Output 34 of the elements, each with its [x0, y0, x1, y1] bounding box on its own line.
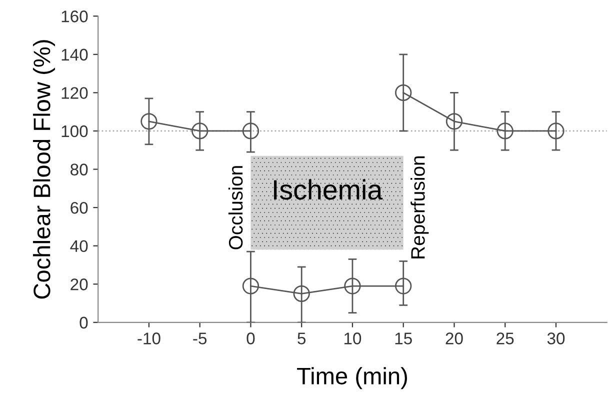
y-tick-label: 20 [70, 278, 88, 290]
band-label: Ischemia [274, 179, 383, 200]
point [548, 122, 564, 140]
x-tick-label: 15 [395, 332, 412, 344]
x-axis-title: Time (min) [297, 367, 407, 390]
x-tick-label: -5 [193, 332, 207, 344]
y-tick-label: 40 [70, 240, 88, 252]
x-tick-label: 0 [246, 332, 255, 344]
x-tick-label: -10 [138, 332, 160, 344]
point [242, 122, 260, 140]
x-tick-label: 25 [496, 332, 514, 344]
point [192, 122, 208, 140]
point [344, 278, 361, 294]
y-axis-title: Cochlear Blood Flow (%) [32, 40, 55, 299]
x-tick-label: 10 [344, 332, 362, 344]
annotation: Reperfusion [410, 156, 429, 258]
y-tick-label: 60 [70, 202, 88, 214]
point [293, 285, 310, 302]
y-tick-label: 160 [62, 10, 88, 22]
y-tick-label: 120 [62, 87, 88, 99]
point [395, 84, 412, 102]
point [140, 113, 158, 130]
y-tick-label: 100 [62, 125, 88, 138]
point [395, 278, 412, 294]
point [242, 278, 260, 294]
x-tick-label: 30 [547, 332, 565, 344]
y-tick-label: 0 [80, 316, 88, 329]
annotation: Occlusion [228, 166, 243, 250]
x-tick-label: 5 [298, 332, 306, 344]
x-tick-label: 20 [446, 332, 463, 344]
y-tick-label: 140 [62, 48, 88, 61]
y-tick-label: 80 [70, 164, 88, 176]
point [496, 122, 514, 140]
point [446, 113, 463, 130]
